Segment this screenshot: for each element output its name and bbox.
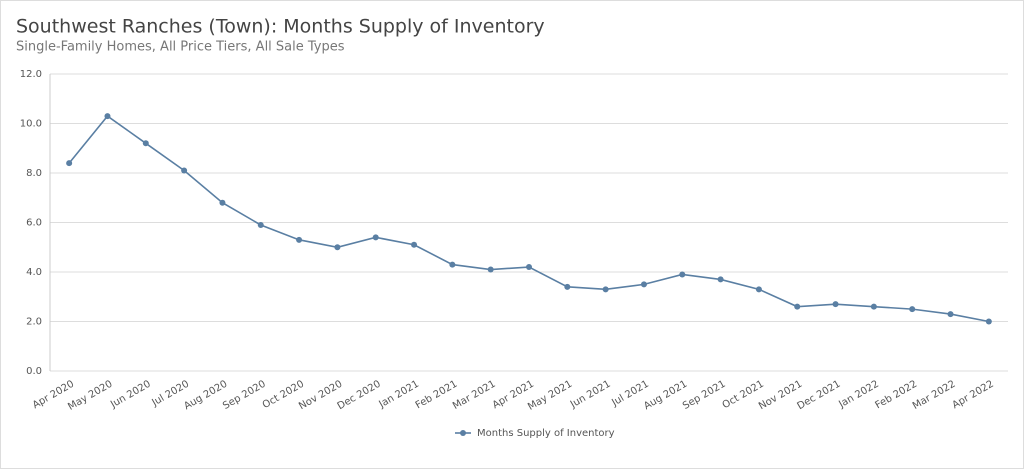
point bbox=[794, 303, 801, 310]
point bbox=[411, 241, 418, 248]
point bbox=[334, 244, 341, 251]
chart-title: Southwest Ranches (Town): Months Supply … bbox=[16, 16, 545, 38]
y-tick-label: 8.0 bbox=[26, 168, 42, 179]
y-tick-label: 12.0 bbox=[20, 69, 42, 80]
point bbox=[909, 306, 916, 313]
y-tick-label: 10.0 bbox=[20, 119, 42, 130]
y-tick-label: 2.0 bbox=[26, 317, 42, 328]
chart-subtitle: Single-Family Homes, All Price Tiers, Al… bbox=[16, 40, 345, 55]
point bbox=[947, 311, 954, 318]
y-tick-label: 6.0 bbox=[26, 218, 42, 229]
point bbox=[526, 264, 532, 271]
point bbox=[832, 301, 839, 308]
point bbox=[219, 199, 226, 206]
point bbox=[870, 303, 877, 310]
point bbox=[985, 318, 992, 325]
point bbox=[602, 286, 609, 293]
point bbox=[564, 283, 571, 290]
point bbox=[181, 167, 188, 174]
point bbox=[487, 266, 494, 273]
legend-marker bbox=[460, 430, 466, 436]
point bbox=[257, 221, 264, 228]
point bbox=[104, 113, 111, 120]
point bbox=[717, 276, 724, 283]
legend-label: Months Supply of Inventory bbox=[477, 428, 615, 439]
point bbox=[296, 236, 303, 243]
point bbox=[66, 160, 73, 167]
point bbox=[679, 271, 686, 278]
point bbox=[449, 261, 456, 268]
point bbox=[372, 234, 379, 241]
y-tick-label: 4.0 bbox=[26, 267, 42, 278]
point bbox=[640, 281, 647, 288]
y-tick-label: 0.0 bbox=[26, 366, 42, 377]
point bbox=[142, 140, 149, 147]
point bbox=[755, 286, 762, 293]
